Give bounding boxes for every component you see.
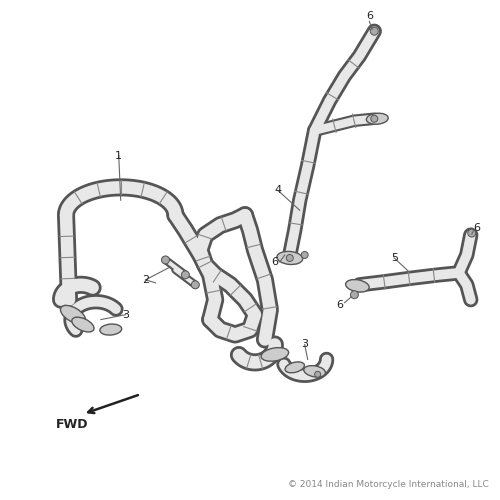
Text: 4: 4 bbox=[274, 186, 281, 196]
Ellipse shape bbox=[100, 324, 122, 335]
Ellipse shape bbox=[277, 252, 302, 264]
Ellipse shape bbox=[60, 306, 86, 324]
Circle shape bbox=[468, 229, 475, 237]
Circle shape bbox=[301, 252, 308, 258]
Ellipse shape bbox=[346, 280, 369, 292]
Circle shape bbox=[162, 256, 170, 264]
Ellipse shape bbox=[304, 366, 326, 377]
Text: © 2014 Indian Motorcycle International, LLC: © 2014 Indian Motorcycle International, … bbox=[288, 480, 488, 488]
Text: 6: 6 bbox=[272, 257, 278, 267]
Circle shape bbox=[314, 372, 320, 378]
Text: 6: 6 bbox=[366, 12, 373, 22]
Ellipse shape bbox=[285, 362, 304, 373]
Circle shape bbox=[371, 116, 378, 122]
Circle shape bbox=[350, 291, 358, 298]
Ellipse shape bbox=[72, 317, 94, 332]
Text: 2: 2 bbox=[142, 275, 149, 285]
Ellipse shape bbox=[366, 113, 388, 124]
Text: 3: 3 bbox=[301, 340, 308, 349]
Circle shape bbox=[182, 271, 190, 279]
Circle shape bbox=[286, 254, 294, 262]
Text: 1: 1 bbox=[115, 150, 122, 160]
Text: 6: 6 bbox=[473, 223, 480, 233]
Text: 5: 5 bbox=[390, 253, 398, 263]
Ellipse shape bbox=[261, 348, 288, 361]
Circle shape bbox=[192, 281, 200, 289]
Text: 6: 6 bbox=[336, 300, 343, 310]
Text: 3: 3 bbox=[122, 310, 129, 320]
Text: FWD: FWD bbox=[56, 418, 88, 430]
Circle shape bbox=[370, 27, 378, 35]
